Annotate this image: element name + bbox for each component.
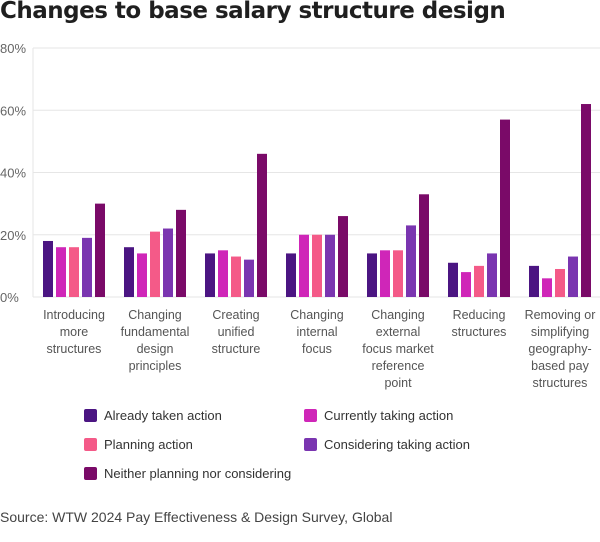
bar [124, 247, 134, 297]
x-category-label: simplifying [531, 325, 589, 339]
x-category-label: based pay [531, 359, 589, 373]
bar [367, 253, 377, 297]
bar [244, 259, 254, 297]
legend-item: Already taken action [84, 408, 222, 423]
x-category-label: focus market [362, 342, 434, 356]
legend-item: Neither planning nor considering [84, 466, 291, 481]
bar [82, 237, 92, 297]
bar [529, 265, 539, 297]
x-category-label: geography- [528, 342, 591, 356]
y-tick-label: 80% [0, 41, 26, 56]
legend-label: Neither planning nor considering [104, 466, 292, 481]
x-category-label: Creating [212, 308, 259, 322]
bar [380, 250, 390, 297]
bar [69, 247, 79, 297]
bar [163, 228, 173, 297]
x-category-label: internal [297, 325, 338, 339]
x-category-label: structures [533, 376, 588, 390]
legend-swatch [84, 467, 97, 480]
x-category-label: Changing [371, 308, 425, 322]
bar [176, 209, 186, 297]
bar [474, 265, 484, 297]
legend-swatch [84, 438, 97, 451]
x-category-label: Reducing [453, 308, 506, 322]
x-category-label: unified [218, 325, 255, 339]
bar [568, 256, 578, 297]
bar [393, 250, 403, 297]
bar [218, 250, 228, 297]
x-category-label: Removing or [525, 308, 596, 322]
y-tick-label: 60% [0, 103, 26, 118]
bar [555, 268, 565, 297]
bar [448, 262, 458, 297]
bar [581, 104, 591, 298]
legend-swatch [304, 438, 317, 451]
bar [286, 253, 296, 297]
y-tick-label: 0% [0, 290, 19, 305]
x-category-label: structures [452, 325, 507, 339]
x-category-label: more [60, 325, 89, 339]
x-category-label: design [137, 342, 174, 356]
x-category-label: Introducing [43, 308, 105, 322]
y-tick-label: 20% [0, 228, 26, 243]
bar [205, 253, 215, 297]
x-category-label: principles [129, 359, 182, 373]
bar [299, 234, 309, 297]
legend-item: Currently taking action [304, 408, 453, 423]
bar [150, 231, 160, 297]
bar [257, 153, 267, 297]
legend-swatch [84, 409, 97, 422]
bar [231, 256, 241, 297]
x-category-label: external [376, 325, 420, 339]
bar [325, 234, 335, 297]
legend-label: Planning action [104, 437, 193, 452]
legend-item: Considering taking action [304, 437, 470, 452]
bar [43, 240, 53, 297]
bar [95, 203, 105, 297]
x-category-label: point [384, 376, 412, 390]
x-category-label: structures [47, 342, 102, 356]
x-category-label: fundamental [121, 325, 190, 339]
bar [406, 225, 416, 297]
bar [419, 194, 429, 297]
legend-label: Considering taking action [324, 437, 470, 452]
x-category-label: Changing [128, 308, 182, 322]
bar-chart: 0% 20% 40% 60% 80% Introducing more structures C… [0, 41, 600, 390]
bar [338, 216, 348, 297]
bar [487, 253, 497, 297]
bar [500, 119, 510, 298]
chart-title: Changes to base salary structure design [0, 0, 506, 24]
source-note: Source: WTW 2024 Pay Effectiveness & Des… [0, 509, 393, 525]
bar [312, 234, 322, 297]
bar [137, 253, 147, 297]
legend-swatch [304, 409, 317, 422]
x-category-label: structure [212, 342, 261, 356]
legend-label: Already taken action [104, 408, 222, 423]
x-category-label: Changing [290, 308, 344, 322]
bar [461, 272, 471, 297]
x-category-label: focus [302, 342, 332, 356]
y-tick-label: 40% [0, 166, 26, 181]
bar [542, 278, 552, 297]
legend-item: Planning action [84, 437, 193, 452]
legend-label: Currently taking action [324, 408, 454, 423]
x-category-label: reference [372, 359, 425, 373]
bar [56, 247, 66, 297]
